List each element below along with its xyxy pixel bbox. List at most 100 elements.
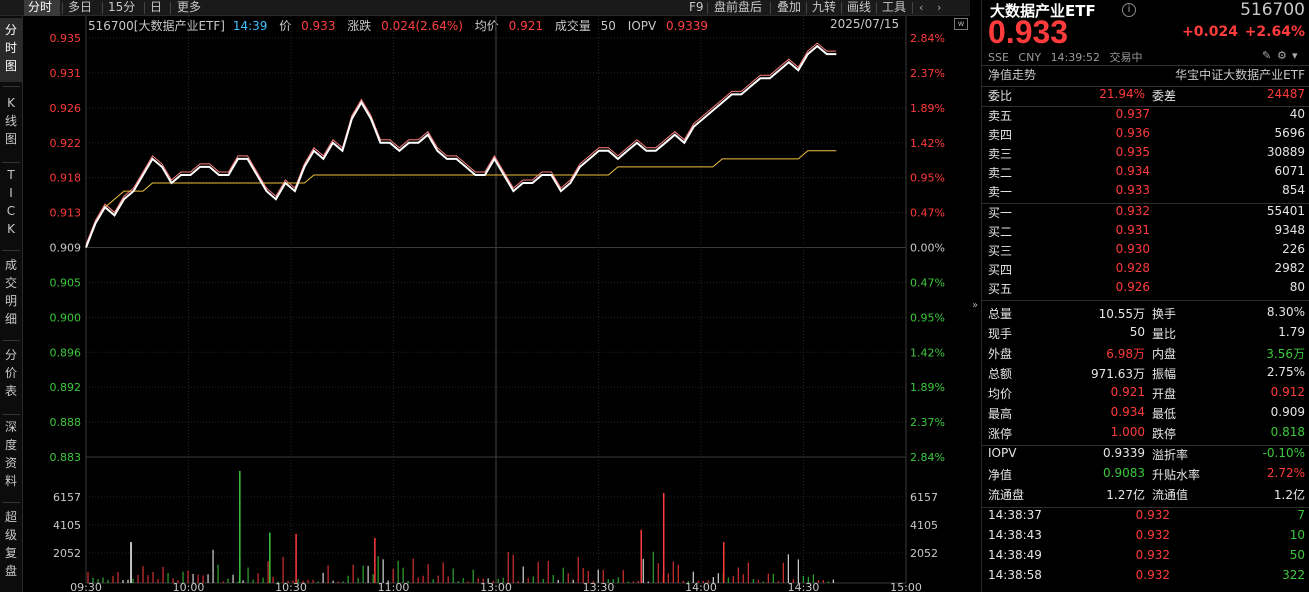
nav-trade-detail[interactable]: 成交明细 (0, 256, 22, 336)
volume-tick-label: 4105 (910, 519, 938, 532)
weibo-share-icon[interactable]: w (954, 18, 968, 30)
collapse-panel-icon[interactable]: » (972, 300, 979, 311)
chevron-left-icon[interactable]: ‹ (919, 1, 924, 14)
pct-tick-label: 1.89% (910, 381, 945, 394)
bid-level-label: 买三 (988, 244, 1013, 258)
stat-value: 0.909 (1270, 405, 1305, 419)
nav-intraday-chart[interactable]: 分时图 (0, 18, 22, 82)
bid-volume: 9348 (1274, 223, 1305, 237)
tick-time: 14:38:43 (988, 528, 1042, 542)
divider (2, 414, 20, 415)
tab-15min[interactable]: 15分 (108, 0, 136, 14)
time-tick-label: 10:00 (173, 581, 205, 592)
settings-icon[interactable]: ⚙ (1277, 49, 1287, 62)
avg-value: 0.921 (508, 19, 543, 33)
trade-status: 交易中 (1109, 51, 1143, 64)
iopv-label: IOPV (627, 19, 657, 33)
bid-row: 买一 0.932 55401 (988, 204, 1305, 224)
nav-depth-info[interactable]: 深度资料 (0, 418, 22, 498)
stat-value: 3.56万 (1266, 347, 1305, 361)
stat-label: 均价 (988, 387, 1013, 401)
nav-price-table[interactable]: 分价表 (0, 346, 22, 410)
quote-change-pct: +2.64% (1244, 24, 1305, 40)
bid-level-label: 买二 (988, 225, 1013, 239)
nav-super-replay[interactable]: 超级复盘 (0, 508, 22, 588)
chevron-right-icon[interactable]: › (937, 1, 942, 14)
nav-label: 分价表 (5, 348, 18, 398)
ask-volume: 854 (1282, 183, 1305, 197)
divider (982, 106, 1309, 107)
tab-multi-day[interactable]: 多日 (68, 0, 93, 14)
ask-price: 0.937 (1115, 107, 1150, 121)
left-nav: 分时图 K线图 TICK 成交明细 分价表 深度资料 超级复盘 (0, 16, 23, 592)
stat-label: 振幅 (1152, 367, 1177, 381)
ask-volume: 30889 (1266, 145, 1305, 159)
change-label: 涨跌 (347, 19, 372, 33)
stats-row: 总量 10.55万 换手 8.30% (988, 305, 1305, 325)
ask-volume: 6071 (1274, 164, 1305, 178)
stat-value: 1.000 (1110, 425, 1145, 439)
pct-tick-label: 0.95% (910, 311, 945, 324)
toolbar-premarket[interactable]: 盘前盘后 (714, 0, 763, 14)
pct-tick-label: 0.47% (910, 276, 945, 289)
quote-meta: SSE CNY 14:39:52 交易中 (988, 49, 1142, 65)
stat-value: 2.72% (1266, 466, 1305, 480)
ask-price: 0.933 (1115, 183, 1150, 197)
volume-tick-label: 2052 (910, 547, 938, 560)
stats-row: 净值 0.9083 升贴水率 2.72% (988, 466, 1305, 486)
volume-tick-label: 4105 (53, 519, 81, 532)
bid-row: 买二 0.931 9348 (988, 223, 1305, 243)
tab-more[interactable]: 更多 (177, 0, 202, 14)
bid-price: 0.928 (1115, 261, 1150, 275)
nav-k-chart[interactable]: K线图 (0, 94, 22, 158)
stats-row: 总额 971.63万 振幅 2.75% (988, 365, 1305, 385)
stats-row: 流通盘 1.27亿 流通值 1.2亿 (988, 486, 1305, 506)
stat-value: 0.9083 (1103, 466, 1145, 480)
toolbar-draw[interactable]: 画线 (847, 0, 872, 14)
price-tick-label: 0.896 (50, 346, 82, 359)
stat-value: 0.9339 (1103, 446, 1145, 460)
toolbar-f9[interactable]: F9 (689, 0, 704, 14)
ask-row: 卖三 0.935 30889 (988, 145, 1305, 165)
nav-label: 分时图 (5, 23, 18, 73)
toolbar-overlay[interactable]: 叠加 (777, 0, 802, 14)
price-tick-label: 0.892 (50, 381, 82, 394)
toolbar-nine-turn[interactable]: 九转 (812, 0, 837, 14)
period-tab-bar: 分时 多日 15分 日 更多 F9 盘前盘后 叠加 九转 画线 工具 ‹ › (0, 0, 970, 16)
stat-label: 最高 (988, 407, 1013, 421)
bid-row: 买五 0.926 80 (988, 280, 1305, 300)
stat-label: 换手 (1152, 307, 1177, 321)
tick-price: 0.932 (1135, 508, 1170, 522)
tick-time: 14:38:49 (988, 548, 1042, 562)
weibi-label: 委比 (988, 89, 1013, 103)
stat-value: 1.27亿 (1106, 488, 1145, 502)
volume-value: 50 (600, 19, 616, 33)
tick-price: 0.932 (1135, 548, 1170, 562)
quote-price: 0.933 (988, 14, 1069, 50)
pct-tick-label: 0.47% (910, 207, 945, 220)
bid-volume: 80 (1289, 280, 1305, 294)
pct-tick-label: 2.37% (910, 416, 945, 429)
edit-icon[interactable]: ✎ (1262, 49, 1272, 62)
price-tick-label: 0.905 (50, 276, 82, 289)
time-tick-label: 11:00 (378, 581, 410, 592)
tab-daily[interactable]: 日 (150, 0, 163, 14)
intraday-chart[interactable]: 0.935 2.84% 0.931 2.37% 0.926 1.89% 0.922 1.42%… (24, 16, 970, 592)
time-tick-label: 14:00 (685, 581, 717, 592)
nav-trend-row[interactable]: 净值走势 华宝中证大数据产业ETF (988, 66, 1305, 86)
nav-tick[interactable]: TICK (0, 166, 22, 246)
stat-label: 现手 (988, 327, 1013, 341)
price-tick-label: 0.883 (50, 451, 82, 464)
chevron-down-icon[interactable]: ▾ (1292, 49, 1298, 62)
tick-row: 14:38:43 0.932 10 (988, 528, 1305, 548)
pct-tick-label: 2.84% (910, 451, 945, 464)
quote-time: 14:39:52 (1050, 51, 1100, 64)
price-label: 价 (279, 19, 292, 33)
stats-row: IOPV 0.9339 溢折率 -0.10% (988, 446, 1305, 466)
time-tick-label: 13:30 (583, 581, 615, 592)
info-icon[interactable]: i (1122, 3, 1136, 17)
pct-tick-label: 0.00% (910, 242, 945, 255)
tick-time: 14:38:37 (988, 508, 1042, 522)
tab-intraday[interactable]: 分时 (24, 0, 60, 16)
toolbar-tools[interactable]: 工具 (882, 0, 907, 14)
